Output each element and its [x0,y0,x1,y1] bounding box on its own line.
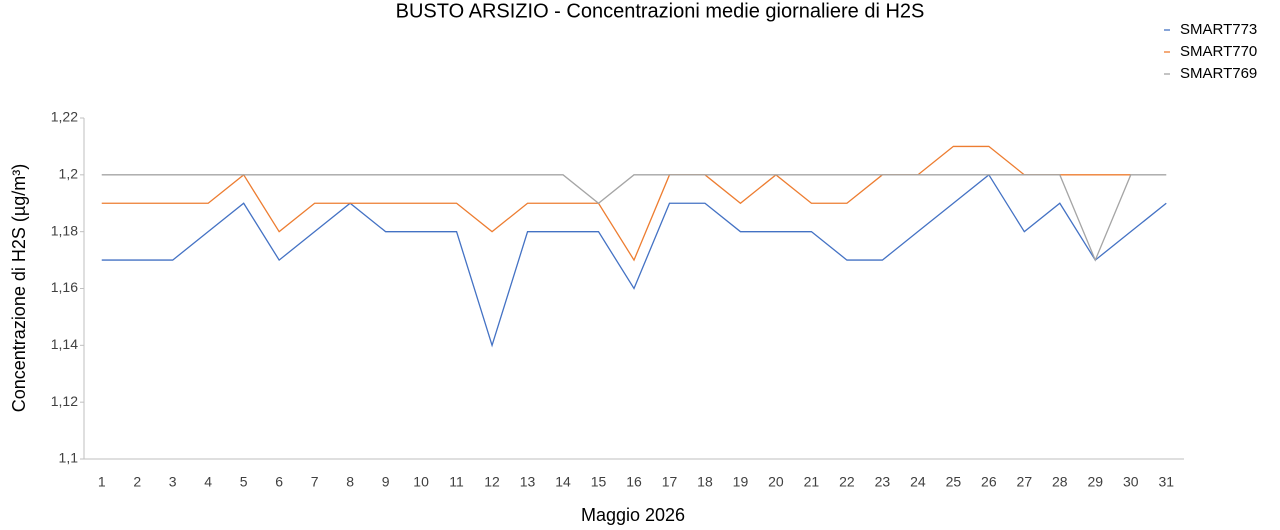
x-tick-label: 24 [910,474,926,490]
y-tick-label: 1,12 [51,393,78,409]
y-tick-label: 1,14 [51,336,78,352]
x-tick-label: 25 [946,474,962,490]
x-tick-label: 3 [169,474,177,490]
x-tick-label: 2 [133,474,141,490]
series-line [101,145,1131,262]
x-tick-label: 31 [1158,474,1174,490]
y-tick-label: 1,2 [59,166,79,182]
x-tick-label: 5 [240,474,248,490]
x-axis-title: Maggio 2026 [581,505,685,525]
x-tick-label: 12 [484,474,500,490]
x-tick-label: 26 [981,474,997,490]
x-tick-label: 27 [1017,474,1033,490]
x-tick-label: 6 [275,474,283,490]
x-tick-label: 21 [804,474,820,490]
x-tick-label: 4 [204,474,212,490]
x-tick-label: 10 [413,474,429,490]
x-tick-label: 13 [520,474,536,490]
chart-title: BUSTO ARSIZIO - Concentrazioni medie gio… [396,0,925,22]
x-tick-label: 28 [1052,474,1068,490]
x-tick-label: 16 [626,474,642,490]
x-tick-label: 9 [382,474,390,490]
y-axis-title: Concentrazione di H2S (µg/m³) [9,164,29,412]
y-tick-label: 1,22 [51,109,78,125]
x-tick-label: 11 [449,474,464,490]
x-tick-label: 18 [697,474,713,490]
x-tick-label: 7 [311,474,319,490]
x-tick-label: 14 [555,474,571,490]
x-tick-label: 29 [1088,474,1104,490]
y-tick-label: 1,16 [51,279,78,295]
legend-label: SMART773 [1180,21,1257,38]
legend-label: SMART769 [1180,65,1257,82]
x-tick-label: 30 [1123,474,1139,490]
x-tick-label: 19 [733,474,749,490]
x-tick-label: 17 [662,474,678,490]
legend-label: SMART770 [1180,43,1257,60]
x-tick-label: 22 [839,474,855,490]
x-tick-label: 8 [346,474,354,490]
x-tick-label: 15 [591,474,607,490]
x-tick-label: 20 [768,474,784,490]
y-tick-label: 1,1 [59,450,79,466]
y-tick-label: 1,18 [51,222,78,238]
x-tick-label: 23 [875,474,891,490]
x-tick-label: 1 [98,474,106,490]
series-line [101,174,1167,262]
